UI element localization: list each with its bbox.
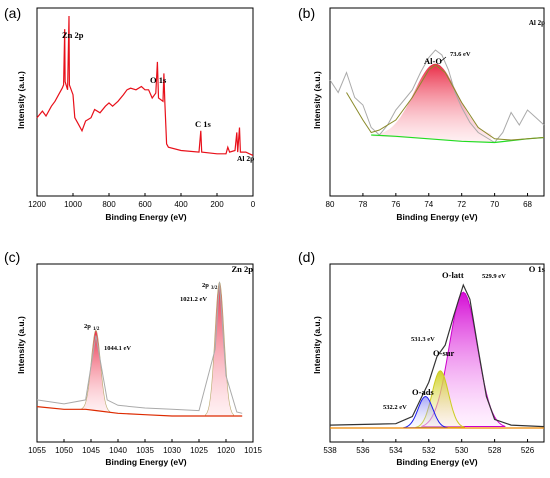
annotation-o-latt: O-latt (442, 270, 464, 280)
svg-text:3/2: 3/2 (211, 286, 218, 291)
xlabel-c: Binding Energy (eV) (105, 457, 186, 467)
annotation-2p32: 2p 3/2 (202, 282, 218, 291)
x-tick-label: 1050 (55, 446, 73, 455)
ylabel-d: Intensity (a.u.) (312, 316, 322, 374)
x-tick-label: 1040 (109, 446, 127, 455)
x-tick-label: 536 (356, 446, 370, 455)
x-tick-label: 68 (523, 200, 532, 209)
x-tick-label: 1055 (28, 446, 46, 455)
al2p-spectrum (329, 49, 545, 144)
annotation-2p12: 2p 1/2 (84, 323, 100, 332)
annotation-al-o: Al-O (424, 56, 442, 66)
zn2p-spectrum (36, 281, 243, 417)
x-tick-label: 538 (323, 446, 337, 455)
survey-spectrum (36, 15, 254, 156)
x-tick-label: 76 (391, 200, 400, 209)
x-tick-label: 400 (174, 200, 188, 209)
x-tick-label: 800 (102, 200, 116, 209)
x-tick-label: 1000 (64, 200, 82, 209)
corner-label-c: Zn 2p (232, 264, 254, 274)
survey-line (36, 15, 254, 156)
x-tick-label: 1020 (217, 446, 235, 455)
x-tick-label: 80 (326, 200, 335, 209)
x-tick-label: 1015 (244, 446, 262, 455)
panel-label-c: (c) (4, 249, 20, 265)
annotation-al-o-energy: 73.6 eV (450, 51, 471, 58)
annotation-c1s: C 1s (195, 119, 212, 129)
svg-text:1/2: 1/2 (93, 327, 100, 332)
x-axis-ticks-c: 1055 1050 1045 1040 1035 1030 1025 1020 1015 (28, 439, 262, 455)
corner-label-d: O 1s (529, 264, 546, 274)
x-tick-label: 526 (521, 446, 535, 455)
x-tick-label: 1200 (28, 200, 46, 209)
x-tick-label: 74 (424, 200, 433, 209)
peak-o-ads (403, 395, 448, 429)
x-tick-label: 532 (422, 446, 436, 455)
x-tick-label: 200 (210, 200, 224, 209)
annotation-o-sur-energy: 531.3 eV (411, 336, 435, 343)
annotation-zn-1021: 1021.2 eV (180, 296, 207, 303)
x-tick-label: 1030 (163, 446, 181, 455)
x-tick-label: 1025 (190, 446, 208, 455)
x-tick-label: 0 (251, 200, 256, 209)
x-tick-label: 1035 (136, 446, 154, 455)
annotation-zn-1044: 1044.1 eV (104, 345, 131, 352)
raw-data-line (329, 49, 545, 144)
x-tick-label: 528 (488, 446, 502, 455)
annotation-o-sur: O-sur (433, 348, 454, 358)
xlabel-b: Binding Energy (eV) (396, 212, 477, 222)
x-axis-ticks-d: 538 536 534 532 530 528 526 (323, 439, 535, 455)
annotation-al2p: Al 2p (237, 154, 254, 163)
al-o-peak-fill (372, 63, 492, 143)
annotation-o1s: O 1s (150, 75, 167, 85)
envelope-line (329, 283, 545, 428)
background-line (36, 406, 243, 417)
panel-label-b: (b) (298, 5, 315, 21)
panel-label-a: (a) (4, 5, 21, 21)
ylabel-c: Intensity (a.u.) (16, 316, 26, 374)
raw-data-line (36, 281, 243, 414)
x-tick-label: 72 (457, 200, 466, 209)
x-tick-label: 534 (389, 446, 403, 455)
x-axis-ticks-b: 80 78 76 74 72 70 68 (326, 193, 533, 209)
ylabel-b: Intensity (a.u.) (312, 71, 322, 129)
x-tick-label: 78 (358, 200, 367, 209)
ylabel-a: Intensity (a.u.) (16, 71, 26, 129)
annotation-o-latt-energy: 529.9 eV (482, 273, 506, 280)
annotation-o-ads: O-ads (412, 387, 434, 397)
corner-label-b: Al 2p (529, 19, 545, 27)
o1s-spectrum (329, 283, 545, 429)
x-tick-label: 1045 (82, 446, 100, 455)
x-tick-label: 70 (490, 200, 499, 209)
zn-peak-fill (205, 281, 234, 417)
plot-frame-d (329, 263, 545, 443)
x-axis-ticks-a: 1200 1000 800 600 400 200 0 (28, 193, 256, 209)
svg-text:2p: 2p (202, 282, 209, 289)
xlabel-a: Binding Energy (eV) (105, 212, 186, 222)
x-tick-label: 530 (455, 446, 469, 455)
annotation-arrow-b (439, 56, 447, 63)
envelope-line (346, 64, 545, 141)
xlabel-d: Binding Energy (eV) (396, 457, 477, 467)
annotation-zn2p: Zn 2p (62, 30, 84, 40)
panel-label-d: (d) (298, 249, 315, 265)
plot-frame-b (329, 7, 545, 197)
annotation-o-ads-energy: 532.2 eV (383, 404, 407, 411)
x-tick-label: 600 (138, 200, 152, 209)
svg-text:2p: 2p (84, 323, 91, 330)
